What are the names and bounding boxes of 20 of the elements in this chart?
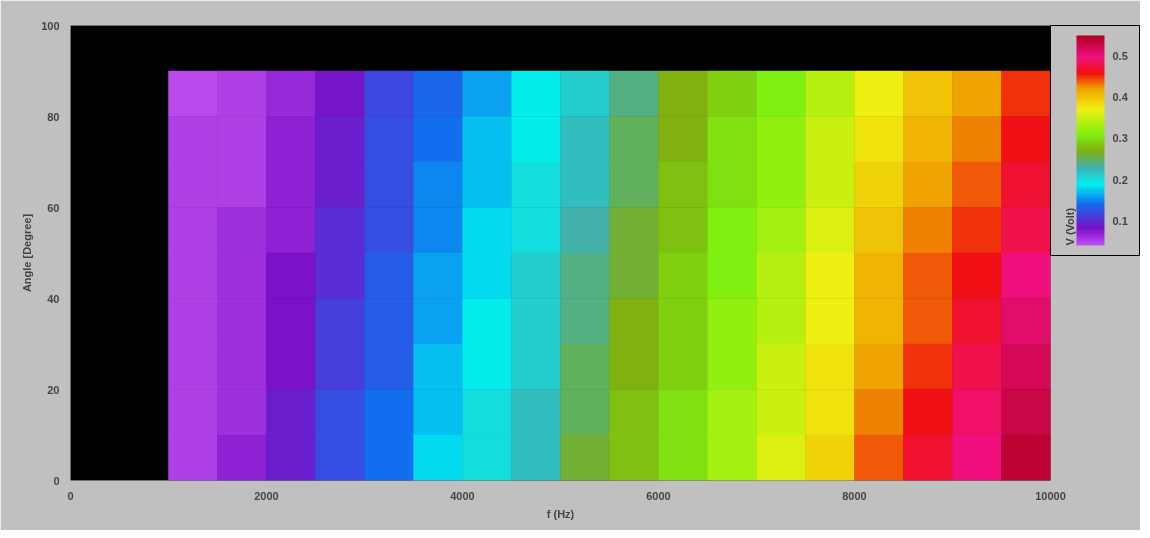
y-tick-label: 40 [47, 292, 60, 305]
x-tick-label: 6000 [646, 489, 671, 502]
x-axis-title: f (Hz) [546, 507, 575, 520]
y-axis-title: Angle [Degree] [21, 213, 34, 293]
y-tick-label: 80 [47, 110, 60, 123]
y-tick-label: 60 [47, 201, 60, 214]
color-bar-label: 0.3 [1112, 132, 1128, 145]
x-tick-label: 0 [67, 489, 74, 502]
x-tick-label: 10000 [1035, 489, 1066, 502]
color-bar-label: 0.2 [1112, 173, 1128, 186]
y-tick-label: 100 [41, 19, 60, 32]
x-tick-label: 4000 [450, 489, 475, 502]
color-bar-label: 0.5 [1112, 50, 1128, 63]
y-tick-label: 20 [47, 383, 60, 396]
color-bar-label: 0.4 [1112, 91, 1129, 104]
x-tick-label: 2000 [254, 489, 279, 502]
color-bar-title: V (Volt) [1063, 207, 1076, 246]
color-bar-label: 0.1 [1112, 214, 1128, 227]
y-tick-label: 0 [53, 474, 60, 487]
x-tick-label: 8000 [842, 489, 867, 502]
